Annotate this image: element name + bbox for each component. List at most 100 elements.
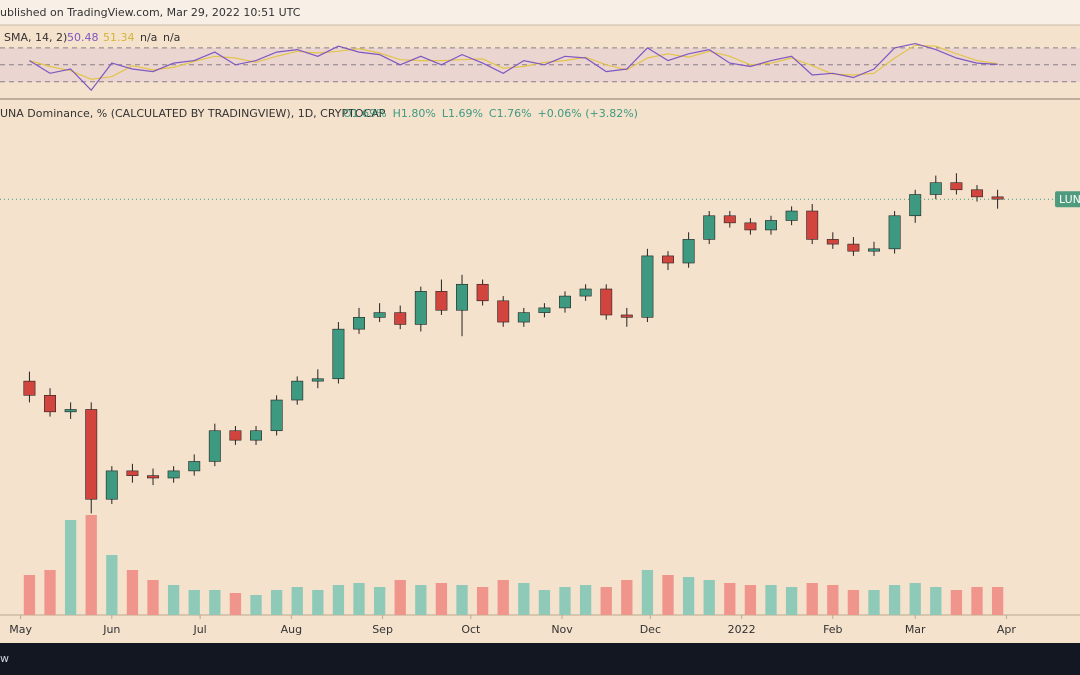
- volume-bar: [518, 583, 530, 615]
- candle-body: [765, 220, 777, 231]
- candle-body: [600, 288, 613, 316]
- candle-body: [703, 215, 716, 240]
- volume-bar: [250, 595, 262, 615]
- candle-body: [394, 312, 407, 325]
- volume-bar: [971, 587, 983, 615]
- candle-body: [23, 380, 36, 396]
- candle-body: [373, 312, 386, 318]
- candle-body: [167, 470, 180, 479]
- volume-bar: [270, 590, 283, 615]
- candle-body: [85, 409, 98, 500]
- volume-bar: [847, 590, 860, 615]
- volume-bar: [188, 590, 200, 615]
- candle-body: [353, 317, 365, 330]
- candle-body: [579, 288, 592, 297]
- candle-body: [456, 283, 468, 311]
- volume-bar: [435, 583, 448, 615]
- candle-body: [559, 295, 571, 309]
- candle-body: [847, 243, 860, 252]
- volume-bar: [765, 585, 777, 615]
- candle-body: [806, 210, 819, 240]
- candle-body: [64, 409, 77, 413]
- volume-bar: [600, 587, 612, 615]
- legend-name: UNA Dominance, % (CALCULATED BY TRADINGV…: [0, 107, 386, 120]
- x-tick-label: Apr: [997, 623, 1017, 636]
- candle-body: [620, 314, 633, 318]
- footer-bar: [0, 643, 1080, 675]
- volume-bar: [785, 587, 798, 615]
- legend-value: O1.69%: [343, 107, 387, 120]
- candle-body: [785, 210, 798, 221]
- x-tick-label: Dec: [640, 623, 661, 636]
- rsi-line: [29, 42, 998, 92]
- volume-bar: [724, 583, 736, 615]
- candle-body: [435, 291, 448, 311]
- volume-bar: [64, 520, 77, 615]
- legend-value: C1.76%: [489, 107, 532, 120]
- candle-body: [682, 239, 695, 264]
- candle-body: [229, 430, 242, 441]
- volume-bar: [888, 585, 901, 615]
- legend-value: H1.80%: [393, 107, 436, 120]
- volume-bar: [394, 580, 406, 615]
- volume-bar: [827, 585, 839, 615]
- candle-body: [332, 328, 345, 380]
- volume-bar: [332, 585, 345, 615]
- volume-bar: [641, 570, 654, 615]
- volume-bar: [476, 587, 489, 615]
- x-tick-label: May: [9, 623, 32, 636]
- x-tick-label: 2022: [728, 623, 756, 636]
- candle-body: [250, 430, 262, 441]
- price-tag-bg: [1055, 191, 1080, 208]
- candle-body: [929, 182, 942, 195]
- legend-value: L1.69%: [442, 107, 483, 120]
- candle-body: [909, 194, 922, 217]
- x-tick-label: Feb: [823, 623, 842, 636]
- candle-body: [270, 399, 283, 432]
- rsi-label: SMA, 14, 2): [4, 31, 67, 44]
- volume-bar: [559, 587, 571, 615]
- volume-bar: [806, 583, 818, 615]
- volume-bar: [538, 590, 551, 615]
- volume-bar: [229, 593, 242, 615]
- volume-bar: [579, 585, 592, 615]
- volume-bar: [621, 580, 633, 615]
- volume-bar: [703, 580, 715, 615]
- sma-value: 51.34: [103, 31, 135, 44]
- candle-body: [476, 283, 489, 302]
- volume-bar: [868, 590, 880, 615]
- volume-bar: [23, 575, 36, 615]
- volume-bar: [930, 587, 942, 615]
- x-tick-label: Jul: [192, 623, 206, 636]
- x-tick-label: Jun: [102, 623, 120, 636]
- candle-body: [44, 394, 56, 413]
- candle-body: [868, 248, 880, 252]
- candle-body: [105, 470, 118, 500]
- volume-bar: [950, 590, 963, 615]
- na-value: n/a: [163, 31, 180, 44]
- candle-body: [641, 255, 654, 318]
- candle-body: [126, 470, 139, 476]
- volume-bar: [291, 587, 303, 615]
- candle-body: [188, 461, 201, 472]
- candle-body: [744, 222, 757, 231]
- x-tick-label: Mar: [905, 623, 926, 636]
- volume-bar: [209, 590, 221, 615]
- price-tag: LUNA: [1059, 193, 1080, 206]
- candle-body: [497, 300, 510, 323]
- candle-body: [723, 215, 736, 224]
- volume-bar: [373, 587, 386, 615]
- volume-bar: [744, 585, 757, 615]
- volume-bar: [106, 555, 118, 615]
- candle-body: [991, 196, 1004, 200]
- candle-body: [950, 182, 963, 191]
- volume-bar: [682, 577, 695, 615]
- candle-body: [414, 291, 427, 325]
- candle-body: [888, 215, 901, 250]
- volume-bar: [991, 587, 1004, 615]
- volume-bar: [497, 580, 509, 615]
- legend-value: +0.06% (+3.82%): [538, 107, 638, 120]
- volume-bar: [909, 583, 921, 615]
